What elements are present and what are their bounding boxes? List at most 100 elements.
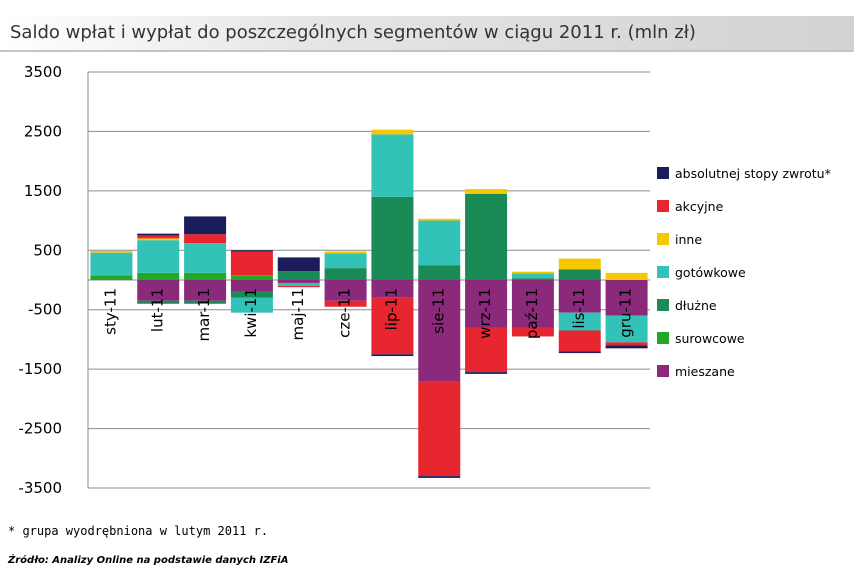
bar-segment (371, 297, 414, 355)
source-note: Źródło: Analizy Online na podstawie dany… (8, 555, 289, 566)
bar-segment (324, 268, 367, 280)
bar-segment (137, 238, 180, 241)
bar-segment (90, 275, 133, 280)
bar-segment (511, 278, 554, 280)
bar-segment (137, 272, 180, 280)
bar-segment (277, 257, 320, 272)
legend-swatch (657, 299, 669, 311)
bar-segment (371, 129, 414, 135)
x-tick-label: mar-11 (195, 288, 213, 342)
bar-segment (230, 280, 273, 292)
bar-segment (558, 269, 601, 280)
bar-segment (418, 280, 461, 382)
x-tick-label: lut-11 (148, 288, 166, 332)
bar-segment (465, 372, 508, 374)
legend-label: surowcowe (675, 331, 745, 346)
x-tick-label: sie-11 (429, 288, 447, 334)
y-tick-label: 500 (33, 241, 62, 259)
bar-segment (371, 354, 414, 357)
legend-label: mieszane (675, 364, 735, 379)
bar-segment (90, 252, 133, 276)
bar-segment (230, 291, 273, 298)
bar-segment (371, 280, 414, 298)
bar-segment (277, 285, 320, 288)
legend-label: absolutnej stopy zwrotu* (675, 166, 831, 181)
legend-swatch (657, 365, 669, 377)
bar-segment (465, 189, 508, 194)
legend-swatch (657, 266, 669, 278)
x-tick-label: cze-11 (336, 288, 354, 338)
bar-segment (230, 297, 273, 313)
bar-segment (137, 233, 180, 236)
bar-segment (605, 345, 648, 349)
bar-segment (558, 280, 601, 313)
y-tick-label: -2500 (18, 420, 62, 438)
bar-segment (324, 280, 367, 301)
bar-segment (184, 300, 227, 304)
bar-segment (465, 193, 508, 280)
bar-segment (324, 251, 367, 254)
chart-title: Saldo wpłat i wypłat do poszczególnych s… (10, 22, 696, 43)
bar-segment (418, 265, 461, 280)
bar-segment (418, 476, 461, 478)
y-tick-label: -1500 (18, 360, 62, 378)
bar-segment (184, 280, 227, 301)
bar-segment (230, 251, 273, 276)
bar-segment (605, 280, 648, 316)
bar-segment (230, 275, 273, 280)
legend-label: gotówkowe (675, 265, 746, 280)
x-tick-label: maj-11 (289, 288, 307, 340)
legend-swatch (657, 200, 669, 212)
x-tick-label: sty-11 (101, 288, 119, 335)
x-tick-label: kwi-11 (242, 288, 260, 338)
bar-segment (465, 280, 508, 328)
bar-segment (230, 250, 273, 252)
y-tick-label: 1500 (24, 182, 62, 200)
bar-segment (558, 330, 601, 352)
bar-segment (418, 381, 461, 477)
x-tick-label: wrz-11 (476, 288, 494, 339)
bar-segment (277, 282, 320, 286)
bar-segment (324, 300, 367, 307)
bar-segment (137, 280, 180, 301)
bar-segment (184, 272, 227, 280)
bar-segment (184, 243, 227, 273)
bar-segment (511, 280, 554, 328)
legend-label: inne (675, 232, 702, 247)
bar-segment (605, 272, 648, 280)
x-tick-label: lis-11 (570, 288, 588, 329)
footnote: * grupa wyodrębniona w lutym 2011 r. (8, 524, 269, 538)
bar-segment (511, 273, 554, 279)
bar-segment (137, 300, 180, 304)
y-tick-label: -3500 (18, 479, 62, 497)
bar-segment (418, 218, 461, 221)
bar-segment (277, 271, 320, 280)
bar-segment (184, 234, 227, 244)
bar-segment (137, 240, 180, 273)
bar-segment (277, 280, 320, 283)
bar-segment (184, 216, 227, 235)
y-tick-label: 2500 (24, 122, 62, 140)
bar-segment (511, 327, 554, 337)
x-tick-label: paź-11 (523, 288, 541, 339)
bar-segment (324, 253, 367, 269)
bar-segment (371, 196, 414, 280)
x-tick-label: lip-11 (382, 288, 400, 330)
bar-segment (371, 134, 414, 197)
bar-segment (605, 315, 648, 343)
y-tick-label: 3500 (24, 63, 62, 81)
bar-segment (558, 351, 601, 354)
legend-label: akcyjne (675, 199, 724, 214)
bar-segment (418, 220, 461, 266)
bar-segment (465, 327, 508, 373)
legend-swatch (657, 167, 669, 179)
legend-label: dłużne (675, 298, 717, 313)
bar-segment (90, 250, 133, 253)
legend-swatch (657, 233, 669, 245)
bar-segment (558, 258, 601, 270)
bar-segment (511, 271, 554, 274)
bar-segment (605, 342, 648, 346)
bar-segment (137, 235, 180, 239)
legend-swatch (657, 332, 669, 344)
